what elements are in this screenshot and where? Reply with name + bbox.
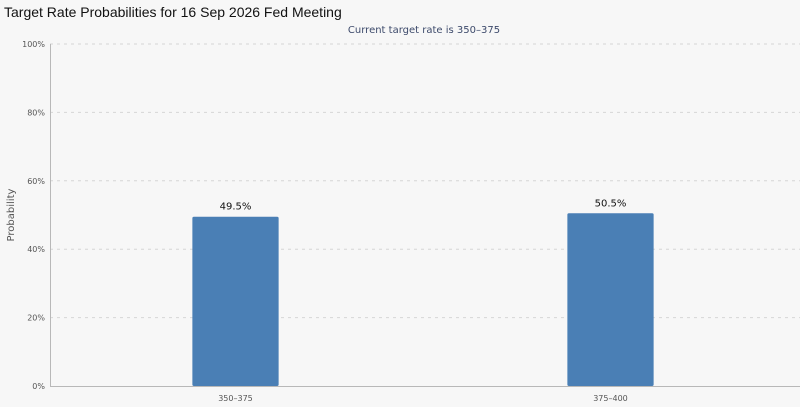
bar-375–400 [567,213,654,386]
y-tick-label: 100% [22,40,45,49]
y-tick-label: 20% [27,314,45,323]
chart-subtitle: Current target rate is 350–375 [348,25,500,36]
y-tick-label: 0% [32,382,45,391]
x-tick-label: 350–375 [218,394,253,403]
data-label: 50.5% [595,198,627,209]
y-tick-label: 80% [27,108,45,117]
x-tick-labels: 350–375 375–400 [218,394,628,403]
bars [192,213,654,386]
grid-lines [50,43,800,319]
y-tick-label: 40% [27,245,45,254]
y-axis-label: Probability [6,188,17,241]
y-tick-label: 60% [27,177,45,186]
data-labels: 49.5% 50.5% [220,198,627,212]
y-tick-labels: 0% 20% 40% 60% 80% 100% [22,40,45,391]
data-label: 49.5% [220,202,252,213]
bar-350–375 [192,216,279,386]
page-title: Target Rate Probabilities for 16 Sep 202… [4,4,342,20]
x-tick-label: 375–400 [593,394,628,403]
